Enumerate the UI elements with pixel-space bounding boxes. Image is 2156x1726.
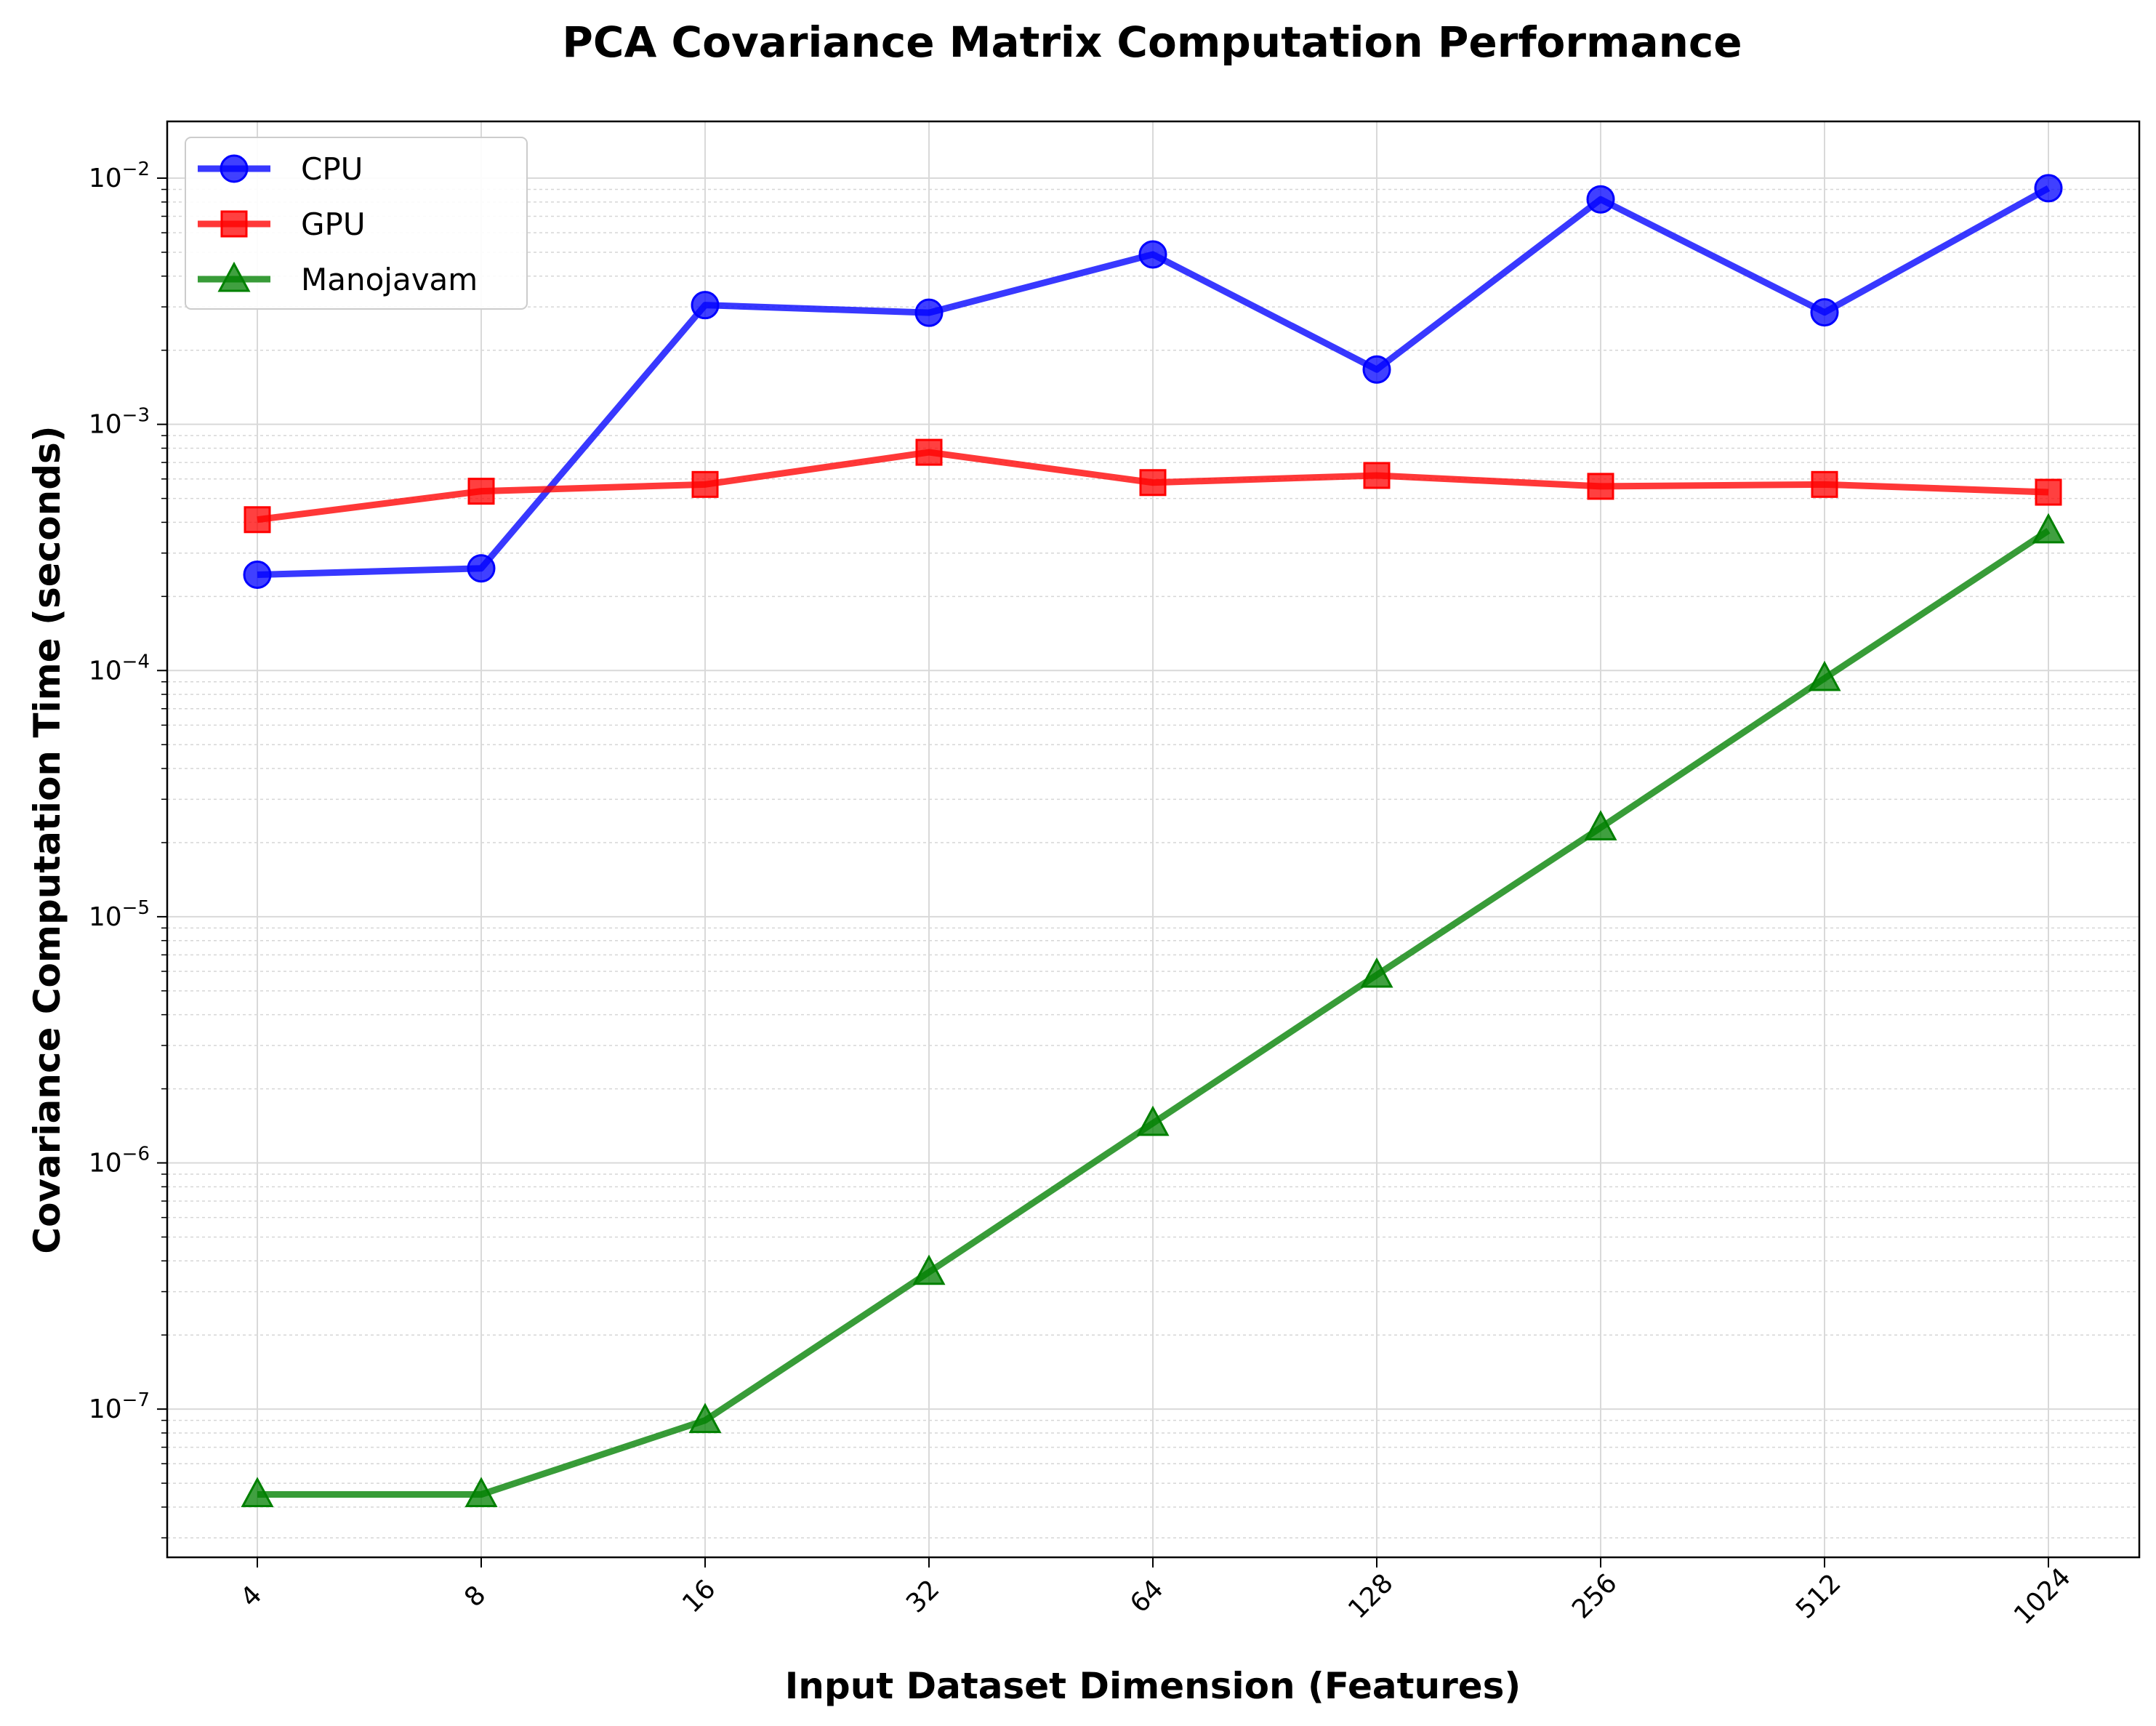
data-point-gpu [244, 506, 271, 534]
data-point-cpu [1810, 298, 1839, 327]
legend-marker-gpu [220, 210, 248, 238]
data-point-gpu [691, 470, 719, 498]
legend: CPU GPU Manojavam [185, 137, 528, 310]
data-point-manojavam [2032, 513, 2065, 544]
data-point-cpu [243, 560, 272, 589]
data-point-manojavam [912, 1254, 946, 1285]
data-point-gpu [1363, 462, 1391, 489]
data-point-manojavam [464, 1477, 498, 1508]
legend-label-cpu: CPU [301, 151, 363, 187]
y-axis-label: Covariance Computation Time (seconds) [26, 425, 68, 1253]
data-point-cpu [1362, 355, 1391, 384]
series-gpu [244, 438, 2062, 534]
data-point-manojavam [1584, 810, 1617, 840]
legend-marker-cpu [220, 154, 249, 183]
data-point-cpu [1138, 240, 1167, 269]
data-point-cpu [467, 554, 496, 583]
data-point-gpu [1587, 473, 1614, 500]
data-point-cpu [691, 291, 720, 320]
data-point-manojavam [688, 1402, 722, 1434]
legend-box [185, 137, 528, 310]
y-tick-label: 10−2 [89, 158, 150, 193]
y-tick-label: 10−6 [89, 1144, 150, 1179]
y-tick-label: 10−3 [89, 405, 150, 440]
data-point-manojavam [241, 1477, 274, 1508]
data-point-gpu [1811, 470, 1838, 498]
data-point-cpu [2034, 174, 2063, 203]
data-point-gpu [915, 438, 943, 466]
legend-label-gpu: GPU [301, 206, 366, 242]
data-point-gpu [2035, 478, 2062, 506]
legend-label-manojavam: Manojavam [301, 262, 478, 297]
chart-title: PCA Covariance Matrix Computation Perfor… [562, 17, 1742, 67]
data-point-cpu [1586, 185, 1615, 214]
series-cpu [243, 174, 2063, 589]
grid [167, 121, 2139, 1557]
data-point-gpu [467, 478, 495, 505]
y-tick-label: 10−7 [89, 1389, 150, 1424]
series-layer [241, 174, 2065, 1508]
y-tick-label: 10−4 [89, 651, 150, 686]
data-point-manojavam [1808, 660, 1841, 691]
data-point-gpu [1139, 469, 1167, 497]
data-point-manojavam [1360, 957, 1393, 988]
data-point-cpu [914, 298, 944, 327]
legend-marker-manojavam [217, 261, 251, 292]
x-axis-label: Input Dataset Dimension (Features) [785, 1665, 1521, 1707]
series-manojavam [241, 513, 2065, 1508]
y-tick-label: 10−5 [89, 897, 150, 932]
data-point-manojavam [1136, 1105, 1170, 1136]
